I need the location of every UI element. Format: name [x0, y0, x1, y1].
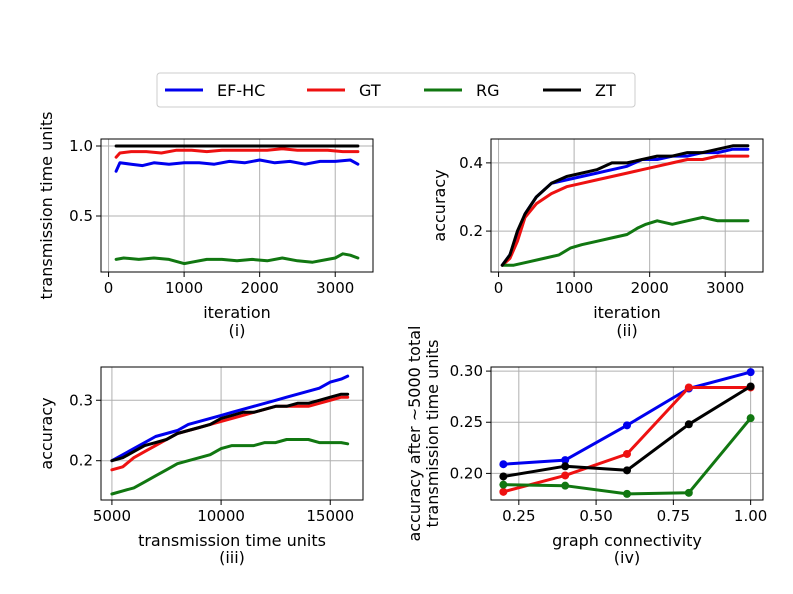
- data-point-zt: [623, 466, 631, 475]
- x-tick-label: 0.25: [502, 507, 535, 525]
- data-point-zt: [499, 472, 508, 481]
- x-axis-label: iteration: [203, 303, 271, 322]
- data-point-zt: [561, 462, 570, 471]
- y-axis-label-line: transmission time units: [423, 340, 442, 528]
- y-tick-label: 0.2: [69, 452, 93, 470]
- y-tick-label: 0.5: [69, 207, 93, 225]
- axes-frame: [100, 138, 374, 273]
- x-axis-label: iteration: [593, 303, 661, 322]
- legend-entry-gt: GT: [307, 81, 381, 100]
- data-point-zt: [684, 420, 693, 429]
- series-line-zt: [110, 392, 350, 463]
- x-tick-label: 1000: [555, 279, 593, 297]
- axes-frame: [490, 138, 764, 273]
- data-point-gt: [561, 471, 570, 480]
- data-point-rg: [561, 481, 570, 490]
- y-tick-label: 0.20: [450, 464, 483, 482]
- data-point-rg: [499, 480, 508, 489]
- series-line-zt: [500, 144, 750, 267]
- y-tick-label: 0.4: [459, 154, 483, 172]
- data-point-ef-hc: [623, 421, 631, 430]
- legend-label: RG: [476, 81, 500, 100]
- y-axis-label-line: accuracy after ~5000 total: [405, 325, 424, 541]
- legend-label: ZT: [595, 81, 616, 100]
- series-line-ef-hc: [114, 158, 360, 173]
- panel-caption: (iv): [614, 548, 640, 567]
- x-tick-label: 2000: [241, 279, 279, 297]
- x-tick-label: 10000: [197, 507, 245, 525]
- x-tick-label: 3000: [706, 279, 744, 297]
- data-point-gt: [684, 383, 693, 392]
- chart-panel-iii: 5000 10000 15000 0.2 0.3 transmission time un…: [37, 366, 364, 567]
- series-line-rg: [500, 215, 750, 267]
- x-axis-label: graph connectivity: [552, 531, 702, 550]
- panel-caption: (iii): [219, 548, 245, 567]
- axes-frame: [490, 366, 764, 501]
- legend-frame: [156, 72, 636, 108]
- legend-label: EF-HC: [217, 81, 265, 100]
- series-line-gt: [110, 395, 350, 472]
- x-axis-label: transmission time units: [138, 531, 326, 550]
- x-tick-label: 1000: [165, 279, 203, 297]
- y-tick-label: 0.30: [450, 362, 483, 380]
- y-axis-label: accuracy after ~5000 totaltransmission t…: [405, 325, 442, 541]
- chart-panel-iv: 0.25 0.50 0.75 1.00 0.20 0.25 0.30 graph connec…: [405, 325, 767, 567]
- series-line-ef-hc: [110, 374, 350, 463]
- legend-label: GT: [359, 81, 381, 100]
- y-tick-label: 0.2: [459, 222, 483, 240]
- series-line-gt: [114, 147, 360, 159]
- data-point-ef-hc: [499, 460, 508, 469]
- series-line-rg: [110, 438, 350, 496]
- legend-entry-rg: RG: [424, 81, 500, 100]
- x-tick-label: 0: [104, 279, 114, 297]
- series-line-gt: [501, 386, 753, 494]
- series-line-rg: [114, 252, 360, 266]
- data-point-rg: [623, 489, 631, 498]
- series-line-ef-hc: [500, 147, 750, 267]
- data-point-gt: [623, 449, 631, 458]
- x-tick-label: 1.00: [734, 507, 767, 525]
- data-point-ef-hc: [746, 368, 755, 377]
- panel-caption: (i): [229, 321, 246, 340]
- legend-entry-ef-hc: EF-HC: [165, 81, 265, 100]
- series-line-gt: [500, 154, 750, 267]
- x-tick-label: 5000: [93, 507, 131, 525]
- chart-panel-ii: 0 1000 2000 3000 0.2 0.4 iteration(ii) accuracy: [430, 138, 764, 340]
- panel-caption: (ii): [616, 321, 637, 340]
- legend-entry-zt: ZT: [543, 81, 616, 100]
- x-tick-label: 3000: [316, 279, 354, 297]
- y-tick-label: 0.25: [450, 413, 483, 431]
- chart-panels: 0 1000 2000 30000.51.0iteration(i)transmiss…: [37, 112, 767, 567]
- y-axis-label: accuracy: [37, 397, 56, 469]
- y-tick-label: 0.3: [69, 391, 93, 409]
- data-point-rg: [746, 414, 755, 423]
- legend: EF-HC GT RG ZT: [156, 72, 636, 108]
- y-axis-label: transmission time units: [37, 112, 56, 300]
- data-point-gt: [499, 487, 508, 496]
- axes-frame: [100, 366, 364, 501]
- chart-panel-i: 0 1000 2000 3000 0.5 1.0 iteration(i) transmiss…: [37, 112, 374, 340]
- x-tick-label: 2000: [631, 279, 669, 297]
- y-axis-label: accuracy: [430, 169, 449, 241]
- data-point-rg: [684, 488, 693, 497]
- data-point-ef-hc: [561, 456, 570, 465]
- y-tick-label: 1.0: [69, 137, 93, 155]
- x-tick-label: 15000: [306, 507, 354, 525]
- data-point-zt: [746, 382, 755, 391]
- x-tick-label: 0.75: [657, 507, 690, 525]
- x-tick-label: 0.50: [579, 507, 612, 525]
- x-tick-label: 0: [494, 279, 504, 297]
